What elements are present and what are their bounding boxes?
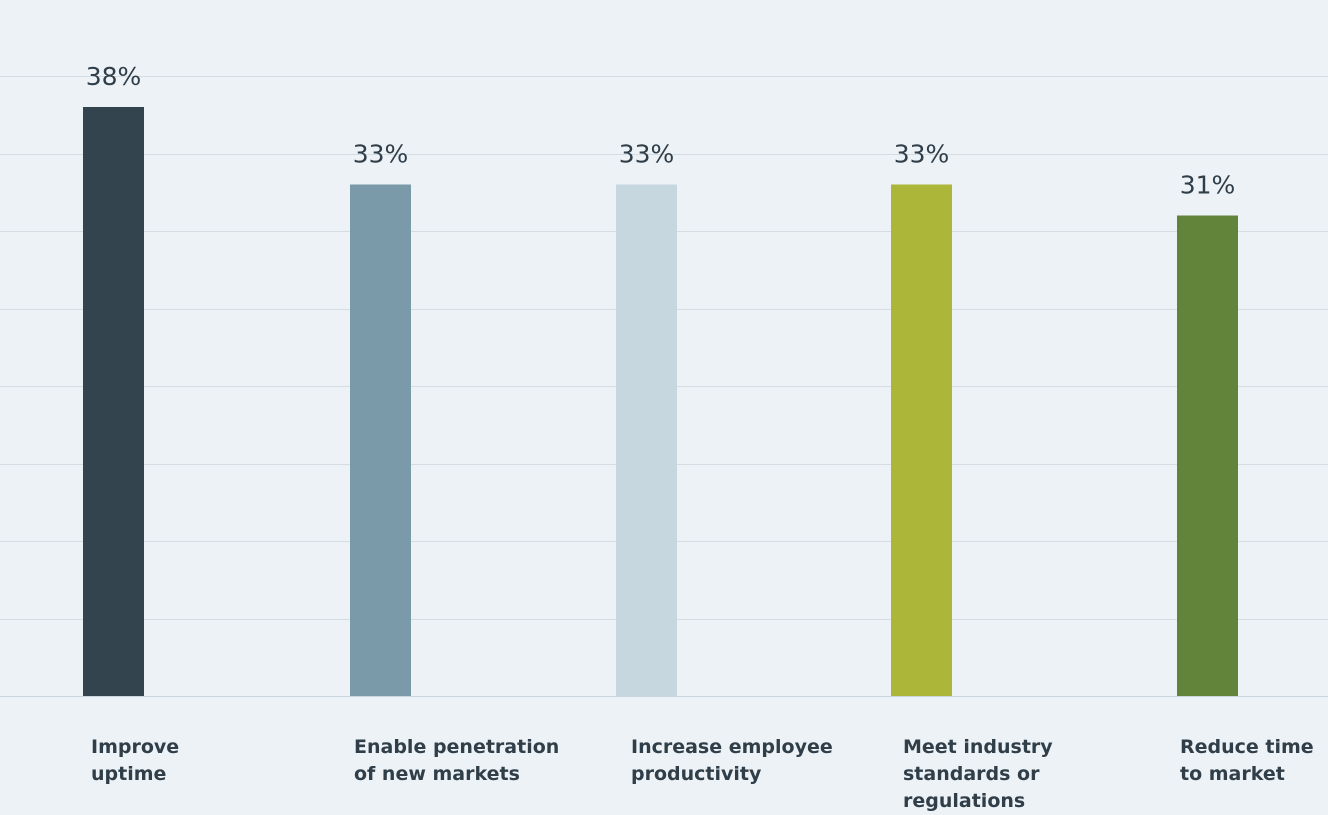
value-label: 31%: [1180, 171, 1236, 200]
bar: [1177, 215, 1238, 696]
category-label: Improve uptime: [91, 736, 180, 785]
category-label: Meet industry standards or regulations: [903, 736, 1053, 812]
bar: [350, 184, 411, 696]
category-label: Increase employee productivity: [631, 736, 833, 785]
bar: [891, 184, 952, 696]
value-label: 33%: [894, 140, 950, 169]
bars: [83, 107, 1238, 696]
bar: [83, 107, 144, 696]
category-label: Reduce time to market: [1180, 736, 1314, 785]
value-labels: 38% 33% 33% 33% 31%: [86, 62, 1236, 200]
bar: [616, 184, 677, 696]
value-label: 33%: [619, 140, 675, 169]
value-label: 38%: [86, 62, 142, 91]
category-label: Enable penetration of new markets: [354, 736, 560, 785]
value-label: 33%: [353, 140, 409, 169]
